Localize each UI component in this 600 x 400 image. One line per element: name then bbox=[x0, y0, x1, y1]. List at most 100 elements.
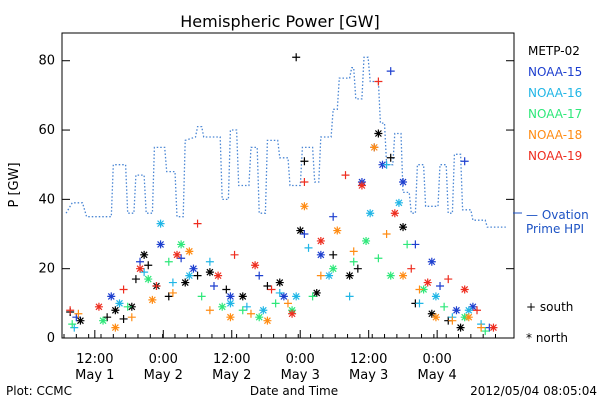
marker-south bbox=[300, 157, 309, 166]
marker-south bbox=[271, 299, 280, 308]
marker-north bbox=[288, 309, 297, 318]
marker-south bbox=[131, 275, 140, 284]
marker-south bbox=[440, 302, 449, 311]
legend-ovation-line1: — Ovation bbox=[526, 208, 589, 222]
legend-series-noaa-15: NOAA-15 bbox=[528, 65, 582, 79]
marker-north bbox=[399, 178, 408, 187]
legend-south-marker: + south bbox=[526, 300, 573, 314]
marker-north bbox=[259, 306, 268, 315]
ovation-line-group bbox=[65, 56, 506, 228]
y-tick-label: 80 bbox=[38, 54, 55, 69]
marker-north bbox=[144, 275, 153, 284]
marker-south bbox=[72, 313, 81, 322]
marker-south bbox=[267, 285, 276, 294]
marker-south bbox=[119, 285, 128, 294]
legend: METP-02 NOAA-15 NOAA-16 NOAA-17 NOAA-18 NOAA-… bbox=[528, 44, 582, 163]
marker-north bbox=[226, 299, 235, 308]
marker-south bbox=[477, 323, 486, 332]
marker-north bbox=[312, 288, 321, 297]
y-axis-label: P [GW] bbox=[7, 162, 22, 207]
legend-series-noaa-16: NOAA-16 bbox=[528, 86, 582, 100]
marker-north bbox=[296, 226, 305, 235]
x-tick-time: 0:00 bbox=[423, 352, 452, 367]
x-tick-time: 12:00 bbox=[76, 352, 113, 367]
marker-south bbox=[210, 282, 218, 291]
x-tick-date: May 3 bbox=[281, 368, 320, 383]
marker-north bbox=[394, 198, 403, 207]
marker-south bbox=[316, 271, 325, 280]
marker-north bbox=[226, 313, 235, 322]
marker-north bbox=[333, 226, 342, 235]
marker-south bbox=[436, 282, 445, 291]
marker-north bbox=[111, 323, 120, 332]
marker-north bbox=[99, 316, 108, 325]
marker-south bbox=[164, 257, 173, 266]
marker-south bbox=[403, 240, 412, 249]
marker-north bbox=[218, 302, 227, 311]
marker-south bbox=[70, 323, 79, 332]
marker-south bbox=[193, 219, 202, 228]
marker-north bbox=[431, 292, 440, 301]
marker-north bbox=[427, 309, 436, 318]
marker-north bbox=[390, 209, 399, 218]
marker-south bbox=[374, 254, 383, 263]
marker-south bbox=[123, 302, 132, 311]
marker-north bbox=[107, 292, 116, 301]
marker-south bbox=[304, 243, 313, 252]
legend-north-marker: * north bbox=[526, 331, 568, 345]
marker-north bbox=[185, 271, 194, 280]
chart-title: Hemispheric Power [GW] bbox=[180, 12, 379, 31]
marker-north bbox=[399, 271, 408, 280]
marker-north bbox=[226, 292, 235, 301]
marker-south bbox=[329, 212, 338, 221]
x-tick-time: 12:00 bbox=[350, 352, 387, 367]
marker-south bbox=[238, 306, 247, 315]
marker-north bbox=[329, 264, 338, 273]
marker-north bbox=[452, 306, 461, 315]
marker-north bbox=[251, 261, 260, 270]
marker-north bbox=[115, 299, 124, 308]
legend-ovation-line2: Prime HPI bbox=[526, 222, 584, 236]
marker-north bbox=[185, 247, 194, 256]
legend-series-noaa-18: NOAA-18 bbox=[528, 128, 582, 142]
marker-north bbox=[370, 143, 379, 152]
marker-north bbox=[275, 278, 284, 287]
marker-north bbox=[460, 285, 469, 294]
marker-south bbox=[263, 282, 272, 291]
legend-series-noaa-19: NOAA-19 bbox=[528, 149, 582, 163]
marker-north bbox=[181, 278, 190, 287]
marker-north bbox=[263, 316, 272, 325]
marker-north bbox=[399, 223, 408, 232]
marker-north bbox=[214, 271, 223, 280]
marker-north bbox=[456, 323, 465, 332]
marker-north bbox=[374, 129, 383, 138]
marker-north bbox=[300, 202, 309, 211]
marker-north bbox=[386, 271, 395, 280]
marker-south bbox=[205, 306, 214, 315]
marker-south bbox=[205, 257, 214, 266]
x-tick-date: May 1 bbox=[75, 368, 114, 383]
marker-south bbox=[374, 77, 383, 86]
marker-south bbox=[300, 230, 309, 239]
marker-south bbox=[349, 247, 358, 256]
x-axis-label: Date and Time bbox=[250, 384, 338, 398]
y-tick-label: 40 bbox=[38, 192, 55, 207]
marker-north bbox=[292, 292, 301, 301]
marker-north bbox=[140, 250, 149, 259]
marker-north bbox=[345, 271, 354, 280]
marker-north bbox=[238, 292, 247, 301]
plot-frame bbox=[61, 32, 515, 339]
x-tick-date: May 4 bbox=[418, 368, 457, 383]
marker-south bbox=[386, 67, 395, 76]
marker-north bbox=[362, 236, 371, 245]
marker-north bbox=[127, 302, 136, 311]
x-tick-time: 0:00 bbox=[286, 352, 315, 367]
plot-timestamp: 2012/05/04 08:05:04 bbox=[470, 384, 597, 398]
marker-north bbox=[316, 250, 325, 259]
marker-north bbox=[316, 236, 325, 245]
y-tick-label: 20 bbox=[38, 262, 55, 277]
marker-south bbox=[140, 268, 149, 277]
legend-series-noaa-17: NOAA-17 bbox=[528, 107, 582, 121]
plot-credit: Plot: CCMC bbox=[6, 384, 72, 398]
